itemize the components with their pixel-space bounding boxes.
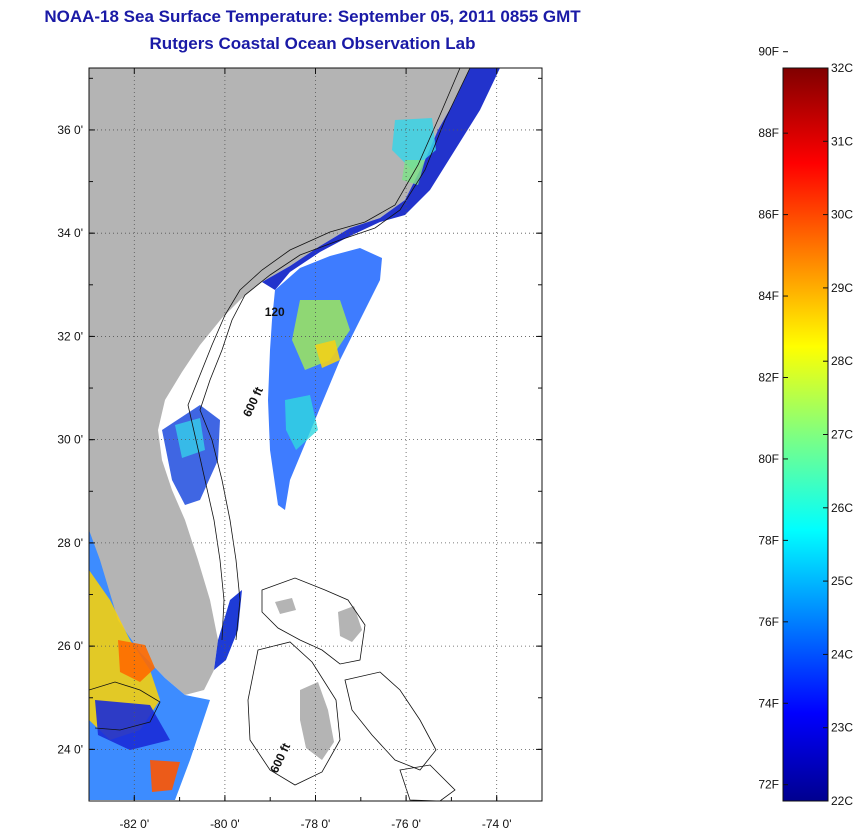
sst-gulf-cool	[95, 700, 170, 750]
contour-bahamas	[261, 577, 366, 665]
colorbar-label-c: 26C	[831, 501, 853, 515]
map-subtitle: Rutgers Coastal Ocean Observation Lab	[149, 34, 476, 53]
colorbar-label-f: 84F	[758, 289, 779, 303]
sst-carolina-cyan	[392, 118, 436, 170]
colorbar	[782, 67, 829, 802]
bahamas-land	[300, 682, 334, 760]
contour-gulf	[89, 681, 161, 731]
colorbar-label-f: 72F	[758, 778, 779, 792]
bahamas-land-2	[338, 606, 362, 642]
lat-tick-label: 28 0'	[57, 536, 83, 550]
colorbar-label-c: 25C	[831, 574, 853, 588]
colorbar-label-c: 24C	[831, 647, 853, 661]
contour-600ft-north	[199, 68, 471, 641]
us-land	[89, 68, 470, 695]
colorbar-label-c: 28C	[831, 354, 853, 368]
contour-bahamas-3	[344, 671, 437, 771]
lon-tick-label: -80 0'	[210, 817, 240, 831]
colorbar-label-f: 80F	[758, 452, 779, 466]
sst-atlantic-yellow	[315, 340, 340, 368]
colorbar-label-f: 74F	[758, 696, 779, 710]
contour-bahamas-4	[399, 764, 456, 801]
lat-tick-label: 26 0'	[57, 639, 83, 653]
colorbar-label-c: 29C	[831, 281, 853, 295]
lat-tick-label: 34 0'	[57, 226, 83, 240]
sst-atlantic-warm	[292, 300, 350, 370]
lat-tick-label: 32 0'	[57, 329, 83, 343]
colorbar-label-c: 31C	[831, 134, 853, 148]
lat-tick-label: 24 0'	[57, 742, 83, 756]
axis-ticks: 24 0' 26 0' 28 0' 30 0' 32 0' 34 0' 36 0' -82 0…	[57, 68, 543, 831]
colorbar-label-c: 30C	[831, 208, 853, 222]
contour-bahamas-2	[247, 641, 341, 786]
colorbar-label-f: 76F	[758, 615, 779, 629]
colorbar-label-f: 90F	[758, 45, 779, 59]
sst-straits	[214, 590, 242, 670]
sst-atlantic-cyan	[285, 395, 318, 450]
map-title: NOAA-18 Sea Surface Temperature: Septemb…	[44, 7, 581, 26]
colorbar-label-c: 22C	[831, 794, 853, 808]
colorbar-label-f: 86F	[758, 208, 779, 222]
lon-tick-label: -74 0'	[482, 817, 512, 831]
bahamas-land-3	[275, 598, 296, 614]
sst-gulf-hot-2	[150, 760, 180, 792]
colorbar-label-c: 23C	[831, 721, 853, 735]
colorbar-ticks: 32C 31C 30C 29C 28C 27C 26C 25C 24C 23C 22C 90F 88F 8…	[758, 45, 853, 808]
colorbar-label-f: 82F	[758, 370, 779, 384]
colorbar-label-f: 88F	[758, 126, 779, 140]
colorbar-label-f: 78F	[758, 533, 779, 547]
sst-atlantic-coast	[262, 68, 500, 290]
lon-tick-label: -82 0'	[119, 817, 149, 831]
contour-label: 120	[265, 305, 285, 319]
contour-120ft-north	[187, 68, 461, 641]
lon-tick-label: -78 0'	[301, 817, 331, 831]
colorbar-label-c: 32C	[831, 61, 853, 75]
colorbar-label-c: 27C	[831, 428, 853, 442]
lon-tick-label: -76 0'	[391, 817, 421, 831]
lat-tick-label: 30 0'	[57, 433, 83, 447]
lat-tick-label: 36 0'	[57, 123, 83, 137]
sst-gulf-hot	[118, 640, 155, 682]
